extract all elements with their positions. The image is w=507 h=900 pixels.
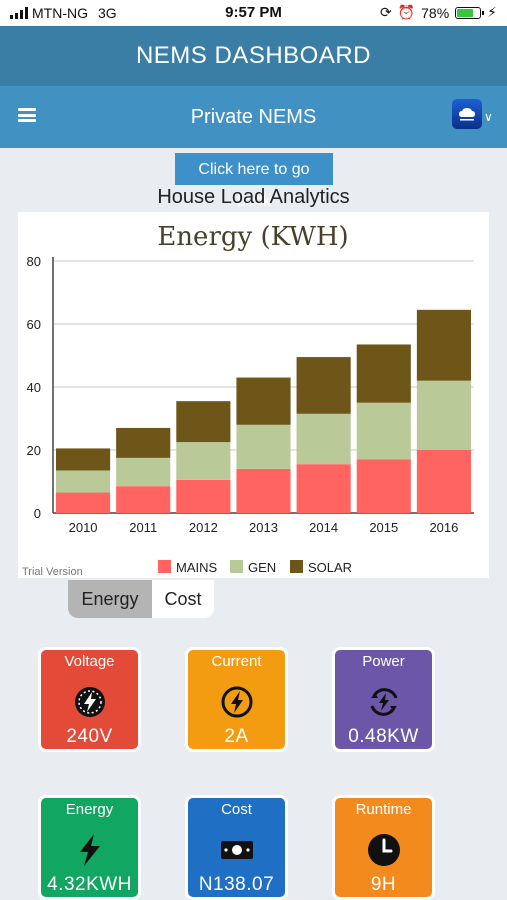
legend-label-mains: MAINS (176, 560, 218, 575)
current-value: 2A (224, 726, 249, 747)
app-header: NEMS DASHBOARD (0, 26, 507, 86)
x-tick-label: 2014 (309, 520, 338, 535)
status-bar: MTN-NG 3G 9:57 PM ⟳ ⏰ 78% ⚡ (0, 0, 507, 26)
energy-label: Energy (65, 801, 114, 818)
bolt-circle-icon (219, 684, 255, 720)
bar-solar-2010 (56, 448, 111, 471)
y-tick-label: 60 (27, 317, 41, 332)
x-tick-label: 2013 (249, 520, 278, 535)
bar-gen-2012 (176, 442, 231, 480)
bar-mains-2011 (116, 486, 171, 513)
section-title: House Load Analytics (157, 186, 350, 208)
x-tick-label: 2010 (69, 520, 98, 535)
hamburger-icon[interactable] (18, 108, 36, 122)
bar-gen-2013 (236, 424, 291, 469)
bar-solar-2014 (296, 357, 351, 414)
legend-label-gen: GEN (248, 560, 276, 575)
voltage-value: 240V (66, 726, 113, 747)
battery-percent: 78% (421, 4, 450, 21)
chart-tabs: Energy Cost (68, 580, 214, 618)
carrier-info: MTN-NG 3G (10, 5, 117, 21)
go-back-button[interactable]: Click here to go back (175, 153, 333, 210)
legend-label-solar: SOLAR (308, 560, 352, 575)
network-type: 3G (98, 5, 117, 21)
clock: 9:57 PM (225, 4, 282, 21)
bar-gen-2015 (356, 402, 411, 460)
chevron-down-icon[interactable]: ∨ (484, 110, 493, 124)
energy-chart: Energy (KWH) 0 20 40 60 80 2010 2011 2012 2013 201… (18, 212, 489, 578)
speedometer-bolt-icon (72, 684, 108, 720)
bar-gen-2014 (296, 413, 351, 465)
trial-version-watermark: Trial Version (22, 566, 83, 578)
current-tile[interactable]: Current 2A (185, 647, 288, 752)
money-icon (219, 832, 255, 868)
x-tick-label: 2011 (129, 520, 157, 535)
nav-bar: Private NEMS ∨ (0, 86, 507, 148)
power-tile[interactable]: Power 0.48KW (332, 647, 435, 752)
energy-tile[interactable]: Energy 4.32KWH (38, 795, 141, 900)
cost-value: N138.07 (198, 874, 275, 895)
x-tick-label: 2012 (189, 520, 218, 535)
alarm-icon: ⏰ (397, 4, 416, 20)
bolt-icon (72, 832, 108, 868)
orientation-lock-icon: ⟳ (379, 4, 392, 20)
bar-mains-2016 (416, 450, 471, 513)
runtime-label: Runtime (355, 801, 412, 818)
bar-mains-2010 (56, 492, 111, 513)
voltage-tile[interactable]: Voltage 240V (38, 647, 141, 752)
runtime-tile[interactable]: Runtime 9H (332, 795, 435, 900)
cost-tile[interactable]: Cost N138.07 (185, 795, 288, 900)
chart-title: Energy (KWH) (157, 222, 348, 252)
bar-solar-2016 (416, 309, 471, 381)
cyberhub-logo-icon[interactable] (452, 99, 482, 129)
bar-solar-2012 (176, 401, 231, 443)
bar-mains-2014 (296, 464, 351, 513)
x-tick-label: 2015 (369, 520, 398, 535)
voltage-label: Voltage (64, 653, 115, 670)
x-tick-label: 2016 (429, 520, 458, 535)
y-tick-label: 20 (27, 443, 41, 458)
bar-gen-2010 (56, 470, 111, 493)
carrier-name: MTN-NG (32, 5, 88, 21)
tab-energy[interactable]: Energy (68, 580, 152, 618)
power-value: 0.48KW (348, 726, 419, 747)
energy-value: 4.32KWH (47, 874, 132, 895)
bar-gen-2016 (416, 380, 471, 450)
power-cycle-icon (366, 684, 402, 720)
bar-solar-2015 (356, 344, 411, 403)
bar-gen-2011 (116, 457, 171, 487)
legend-swatch-gen (230, 560, 243, 573)
y-tick-label: 0 (34, 506, 41, 521)
legend-swatch-mains (158, 560, 171, 573)
bar-solar-2011 (116, 427, 171, 458)
power-label: Power (362, 653, 405, 670)
status-icons: ⟳ ⏰ 78% ⚡ (380, 4, 497, 21)
charging-icon: ⚡ (487, 4, 497, 20)
bar-mains-2012 (176, 479, 231, 513)
battery-icon (455, 6, 485, 19)
bar-mains-2015 (356, 459, 411, 513)
cost-label: Cost (221, 801, 252, 818)
bar-mains-2013 (236, 468, 291, 513)
legend-swatch-solar (290, 560, 303, 573)
energy-chart-svg: Energy (KWH) 0 20 40 60 80 2010 2011 2012 2013 201… (22, 222, 474, 578)
y-tick-label: 80 (27, 254, 41, 269)
bar-solar-2013 (236, 377, 291, 425)
y-tick-label: 40 (27, 380, 41, 395)
tab-cost[interactable]: Cost (152, 580, 214, 618)
nav-title: Private NEMS (190, 106, 317, 128)
runtime-value: 9H (370, 874, 397, 895)
clock-icon (366, 832, 402, 868)
signal-icon (10, 7, 28, 19)
current-label: Current (211, 653, 262, 670)
